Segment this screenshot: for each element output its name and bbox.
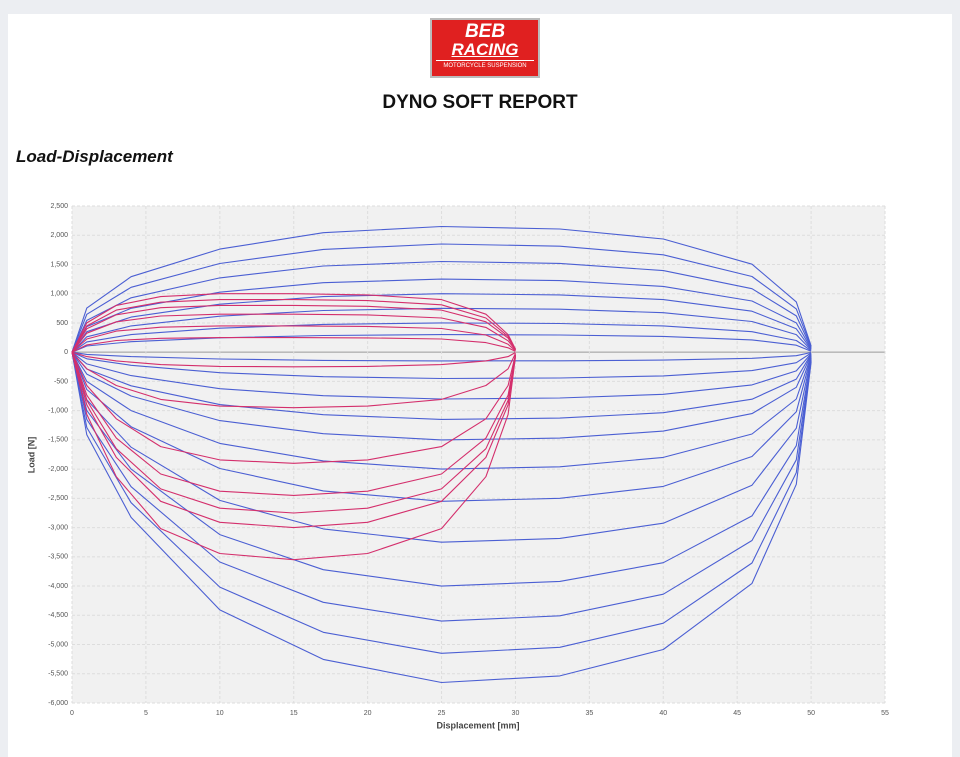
- x-axis-label: Displacement [mm]: [436, 720, 519, 730]
- y-tick-label: -1,500: [48, 437, 68, 444]
- load-curve: [71, 351, 517, 464]
- load-curve: [71, 351, 516, 368]
- y-tick-label: 2,500: [50, 203, 68, 210]
- load-curve: [71, 293, 516, 353]
- load-curve: [71, 352, 812, 587]
- y-tick-label: -4,000: [48, 583, 68, 590]
- y-tick-label: -3,500: [48, 554, 68, 561]
- x-tick-label: 5: [144, 710, 148, 717]
- load-curve: [71, 352, 517, 561]
- y-tick-label: -3,000: [48, 524, 68, 531]
- y-tick-label: -6,000: [48, 700, 68, 707]
- logo-line: BEB: [464, 21, 506, 42]
- y-tick-label: 500: [56, 320, 68, 327]
- load-curve: [71, 351, 812, 362]
- y-tick-label: 1,500: [50, 261, 68, 268]
- load-curve: [71, 352, 812, 654]
- y-tick-label: -2,500: [48, 495, 68, 502]
- y-tick-label: -5,000: [48, 641, 68, 648]
- load-curve: [71, 225, 812, 353]
- load-curve: [71, 351, 812, 380]
- x-tick-label: 50: [807, 710, 815, 717]
- load-curve: [71, 352, 517, 496]
- y-tick-label: -2,000: [48, 466, 68, 473]
- x-tick-label: 35: [585, 710, 593, 717]
- x-tick-label: 55: [881, 710, 889, 717]
- x-tick-label: 0: [70, 710, 74, 717]
- y-tick-label: 2,000: [50, 232, 68, 239]
- section-title: Load-Displacement: [16, 147, 173, 166]
- plot-area: [72, 206, 885, 703]
- load-curve: [71, 307, 812, 353]
- logo: BEB RACING MOTORCYCLE SUSPENSION: [430, 18, 540, 78]
- load-curve: [71, 351, 812, 470]
- y-tick-label: 0: [64, 349, 68, 356]
- y-tick-label: -1,000: [48, 407, 68, 414]
- load-curve: [71, 313, 516, 353]
- load-curve: [71, 304, 516, 353]
- x-tick-label: 25: [438, 710, 446, 717]
- x-tick-label: 15: [290, 710, 298, 717]
- load-curve: [71, 334, 812, 353]
- y-tick-label: -4,500: [48, 612, 68, 619]
- x-tick-label: 40: [659, 710, 667, 717]
- load-curve: [71, 243, 812, 353]
- x-tick-label: 45: [733, 710, 741, 717]
- logo-line: MOTORCYCLE SUSPENSION: [436, 60, 534, 71]
- load-curve: [71, 352, 517, 514]
- report-title: DYNO SOFT REPORT: [382, 92, 578, 113]
- load-curve: [71, 352, 812, 543]
- load-curve: [71, 325, 516, 353]
- load-curve: [71, 337, 516, 353]
- load-curve: [71, 352, 812, 622]
- load-curve: [71, 352, 812, 684]
- load-curve: [71, 352, 517, 529]
- x-tick-label: 30: [512, 710, 520, 717]
- load-curve: [71, 351, 812, 420]
- load-curve: [71, 299, 516, 353]
- y-tick-label: -500: [54, 378, 68, 385]
- load-curve: [71, 351, 516, 409]
- y-tick-label: -5,500: [48, 671, 68, 678]
- logo-line: RACING: [451, 40, 519, 59]
- x-tick-label: 10: [216, 710, 224, 717]
- load-curve: [71, 351, 812, 441]
- y-axis-label: Load [N]: [26, 437, 36, 474]
- load-curve: [71, 322, 812, 353]
- x-tick-label: 20: [364, 710, 372, 717]
- y-tick-label: 1,000: [50, 291, 68, 298]
